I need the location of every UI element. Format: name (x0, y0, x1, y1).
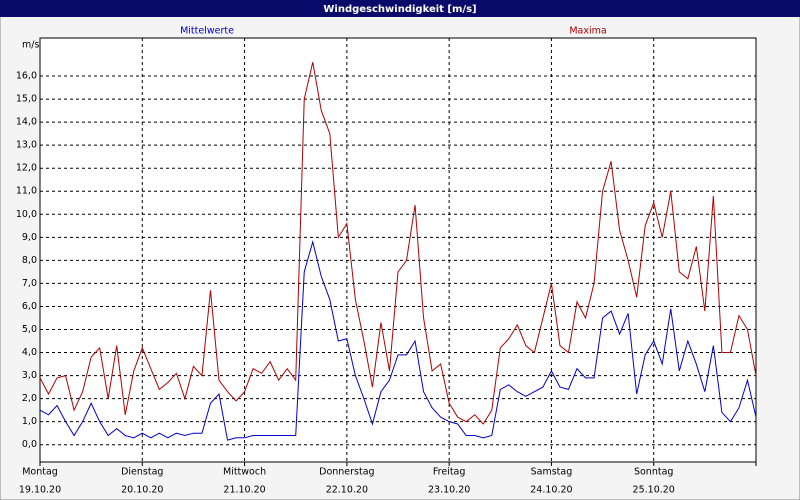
y-tick-label: 11,0 (16, 186, 37, 197)
y-tick-label: 12,0 (16, 163, 37, 174)
series-line (39, 62, 757, 425)
y-tick-label: 7,0 (22, 278, 37, 289)
y-tick-label: 8,0 (22, 255, 37, 266)
x-tick-date: 21.10.20 (223, 485, 265, 496)
y-tick-label: 10,0 (16, 209, 37, 220)
x-tick-date: 20.10.20 (121, 485, 163, 496)
x-tick-date: 23.10.20 (428, 485, 470, 496)
series-line (39, 239, 757, 441)
y-tick-label: 5,0 (22, 324, 37, 335)
x-tick-date: 25.10.20 (633, 485, 675, 496)
y-axis-label: m/s (22, 40, 39, 51)
y-tick-label: 4,0 (22, 347, 37, 358)
x-tick-date: 22.10.20 (326, 485, 368, 496)
y-tick-label: 3,0 (22, 370, 37, 381)
x-tick-date: 19.10.20 (19, 485, 61, 496)
x-tick-label: Dienstag (121, 467, 163, 478)
x-tick-label: Montag (22, 467, 58, 478)
y-tick-label: 6,0 (22, 301, 37, 312)
y-tick-label: 1,0 (22, 416, 37, 427)
y-tick-label: 13,0 (16, 140, 37, 151)
x-tick-label: Freitag (433, 467, 466, 478)
y-tick-label: 14,0 (16, 117, 37, 128)
x-tick-label: Donnerstag (319, 467, 374, 478)
x-tick-date: 24.10.20 (530, 485, 572, 496)
x-tick-label: Mittwoch (223, 467, 266, 478)
y-tick-label: 2,0 (22, 393, 37, 404)
title-bar (0, 0, 800, 17)
y-tick-label: 9,0 (22, 232, 37, 243)
x-tick-label: Sonntag (634, 467, 673, 478)
chart-title: Windgeschwindigkeit [m/s] (323, 4, 476, 15)
y-tick-label: 16,0 (16, 71, 37, 82)
x-tick-label: Samstag (531, 467, 573, 478)
y-tick-label: 0,0 (22, 439, 37, 450)
y-tick-label: 15,0 (16, 94, 37, 105)
legend-label: Maxima (569, 26, 606, 37)
legend-label: Mittelwerte (180, 26, 234, 37)
